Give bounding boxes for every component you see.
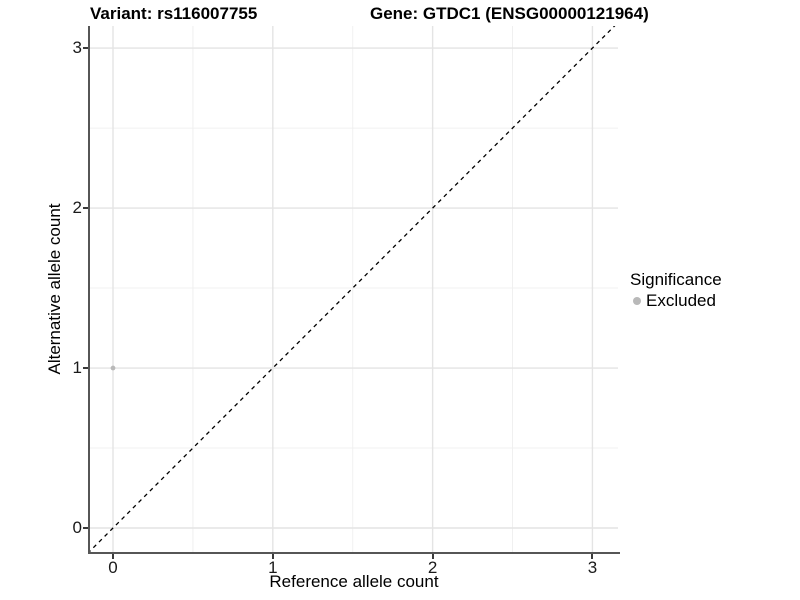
x-tick-label: 3 [587,558,598,577]
legend: Significance Excluded [630,270,722,311]
y-tick-label: 3 [72,38,82,58]
x-tick-label: 2 [427,558,438,577]
legend-point-icon [633,297,641,305]
y-tick-label: 1 [72,358,82,378]
y-tick-mark [83,527,88,529]
x-tick-mark [271,554,274,559]
y-axis-title: Alternative allele count [45,203,64,375]
x-tick-mark [431,554,434,559]
plot-canvas [90,26,618,552]
y-tick-mark [83,47,88,50]
y-axis-line [88,26,90,554]
x-tick-mark [112,554,114,559]
y-tick-mark [83,367,88,370]
plot-title-gene: Gene: GTDC1 (ENSG00000121964) [370,4,649,23]
x-axis-line [88,552,620,554]
y-tick-label: 2 [72,198,82,218]
x-tick-label: 0 [108,558,118,577]
plot-panel [90,26,618,552]
x-axis-title: Reference allele count [269,572,439,591]
legend-item-excluded: Excluded [630,291,722,311]
y-tick-mark [83,207,88,210]
y-tick-label: 0 [72,518,82,537]
legend-item-label: Excluded [646,291,716,310]
x-tick-label: 1 [268,558,278,577]
legend-title: Significance [630,270,722,289]
plot-title-variant: Variant: rs116007755 [90,4,258,23]
x-tick-mark [591,554,594,559]
